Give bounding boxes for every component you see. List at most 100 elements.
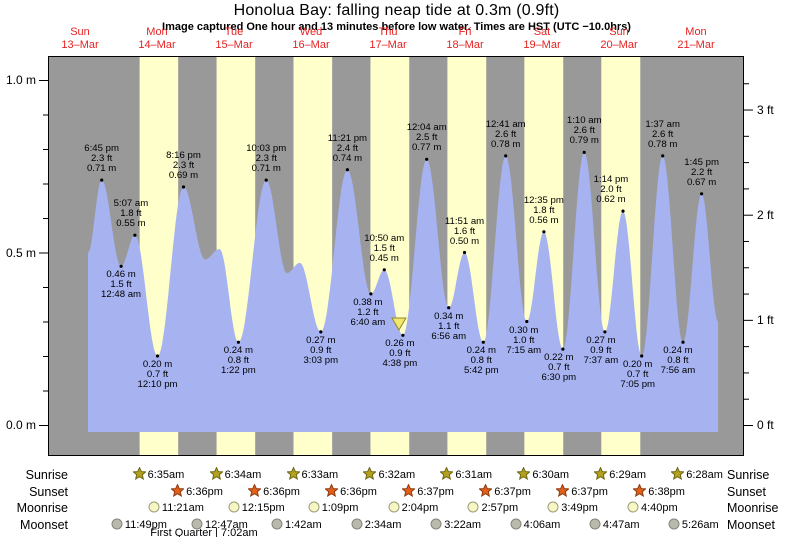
sunset-entry: 6:36pm (170, 483, 223, 500)
tide-point-dot (681, 340, 685, 344)
sunset-time: 6:37pm (571, 486, 608, 498)
tide-point-dot (603, 330, 607, 334)
tide-high-label: 1:37 am 2.6 ft 0.78 m (645, 118, 680, 150)
sunset-entry: 6:36pm (247, 483, 300, 499)
sunset-entry: 6:37pm (555, 483, 608, 499)
tide-high-label: 12:41 am 2.6 ft 0.78 m (485, 118, 526, 150)
tide-high-label: 8:16 pm 2.3 ft 0.69 m (166, 149, 201, 181)
moonrise-time: 2:57pm (481, 502, 519, 514)
sunset-row-label-right: Sunset (727, 485, 766, 499)
moon-phase-label: First Quarter | 7:02am (150, 527, 258, 537)
moonset-entry: 3:22am (430, 518, 481, 532)
tide-point-dot (133, 233, 137, 237)
moonset-time: 3:22am (444, 519, 481, 531)
tide-low-label: 0.20 m 0.7 ft 12:10 pm (137, 359, 178, 390)
moonrise-entry: 2:57pm (467, 501, 518, 515)
moonrise-entry: 1:09pm (308, 501, 359, 515)
sunset-star-icon (170, 483, 186, 500)
moonrise-circle-icon (388, 501, 402, 516)
moonrise-row-label-right: Moonrise (727, 501, 779, 515)
day-header: Thu 17–Mar (369, 26, 407, 51)
tide-point-dot (264, 178, 268, 182)
sunrise-time: 6:33am (301, 469, 339, 481)
moonrise-circle-icon (148, 501, 162, 516)
sunrise-time: 6:34am (224, 469, 262, 481)
moonrise-time: 1:09pm (321, 502, 359, 514)
tide-low-label: 0.20 m 0.7 ft 7:05 pm (620, 359, 656, 390)
moonset-circle-icon (668, 518, 682, 533)
sunset-entry: 6:36pm (324, 483, 377, 500)
tide-high-label: 12:35 pm 1.8 ft 0.56 m (523, 194, 564, 226)
tide-high-label: 12:04 am 2.5 ft 0.77 m (406, 122, 447, 154)
sunrise-star-icon (285, 466, 302, 483)
sunset-row-label-left: Sunset (29, 485, 68, 499)
moonrise-time: 2:04pm (401, 502, 439, 514)
moonset-circle-icon (589, 518, 603, 533)
day-header: Tue 15–Mar (215, 26, 253, 51)
sunrise-entry: 6:35am (131, 466, 184, 482)
moonset-entry: 1:42am (271, 518, 322, 532)
tide-low-label: 0.30 m 1.0 ft 7:15 am (506, 324, 542, 356)
sunset-entry: 6:38pm (632, 483, 685, 499)
moonrise-entry: 12:15pm (228, 501, 285, 515)
tide-point-dot (369, 292, 373, 296)
sunset-time: 6:37pm (494, 486, 531, 498)
moonset-time: 2:34am (364, 519, 402, 531)
sunrise-time: 6:28am (686, 469, 723, 481)
moonset-circle-icon (271, 518, 285, 533)
sunrise-entry: 6:28am (670, 466, 723, 483)
moonset-entry: 12:47am (191, 518, 248, 532)
tide-high-label: 11:21 pm 2.4 ft 0.74 m (327, 132, 368, 164)
tide-low-label: 0.24 m 0.8 ft 7:56 am (660, 345, 696, 377)
moonrise-row-label-left: Moonrise (16, 501, 68, 515)
sunrise-time: 6:31am (455, 469, 493, 481)
sunset-star-icon (401, 483, 417, 500)
tide-point-dot (401, 333, 405, 337)
plot-frame (48, 56, 744, 456)
tide-high-label: 10:50 am 1.5 ft 0.45 m (364, 232, 405, 264)
tide-low-label: 0.22 m 0.7 ft 6:30 pm (541, 352, 577, 384)
sunrise-star-icon (593, 466, 609, 483)
sunrise-star-icon (362, 466, 378, 483)
day-header: Wed 16–Mar (292, 26, 330, 51)
moonrise-time: 3:49pm (561, 502, 598, 514)
y-axis-label-right: 1 ft (757, 312, 774, 327)
tide-point-dot (155, 354, 160, 358)
day-header: Sun 13–Mar (61, 26, 99, 51)
tide-low-label: 0.27 m 0.9 ft 7:37 am (583, 334, 619, 366)
sunrise-entry: 6:31am (439, 466, 493, 483)
sunrise-entry: 6:33am (285, 466, 339, 483)
moonrise-entry: 3:49pm (547, 501, 598, 515)
moonset-row-label-right: Moonset (727, 518, 775, 532)
moonrise-circle-icon (467, 501, 481, 516)
sunrise-star-icon (439, 466, 455, 483)
tide-point-dot (319, 330, 323, 334)
tide-low-label: 0.38 m 1.2 ft 6:40 am (350, 296, 386, 328)
sunrise-star-icon (208, 466, 225, 483)
sunset-time: 6:36pm (186, 486, 223, 498)
sunset-star-icon (324, 483, 340, 500)
tide-point-dot (447, 306, 451, 310)
moonset-entry: 4:06am (510, 518, 560, 533)
y-axis-label-left: 0.5 m (5, 245, 36, 260)
sunrise-star-icon (516, 466, 532, 483)
tide-point-dot (640, 354, 644, 358)
sunrise-star-icon (670, 466, 686, 483)
moonset-circle-icon (510, 518, 524, 533)
tide-low-label: 0.34 m 1.1 ft 6:56 am (431, 310, 467, 342)
moonrise-time: 11:21am (161, 502, 204, 514)
moonrise-circle-icon (228, 501, 242, 516)
sunrise-entry: 6:34am (208, 466, 262, 483)
tide-point-dot (561, 347, 565, 351)
tide-high-label: 10:03 pm 2.3 ft 0.71 m (246, 143, 287, 175)
moonset-entry: 5:26am (668, 518, 719, 532)
sunrise-entry: 6:32am (362, 466, 415, 483)
tide-high-label: 1:14 pm 2.0 ft 0.62 m (593, 174, 629, 206)
y-axis-label-left: 0.0 m (5, 418, 36, 432)
tide-point-dot (425, 157, 429, 161)
tide-high-label: 1:45 pm 2.2 ft 0.67 m (684, 156, 719, 188)
day-header: Sun 20–Mar (600, 26, 638, 51)
moonrise-entry: 11:21am (148, 501, 204, 515)
tide-low-label: 0.24 m 0.8 ft 5:42 pm (463, 345, 499, 377)
